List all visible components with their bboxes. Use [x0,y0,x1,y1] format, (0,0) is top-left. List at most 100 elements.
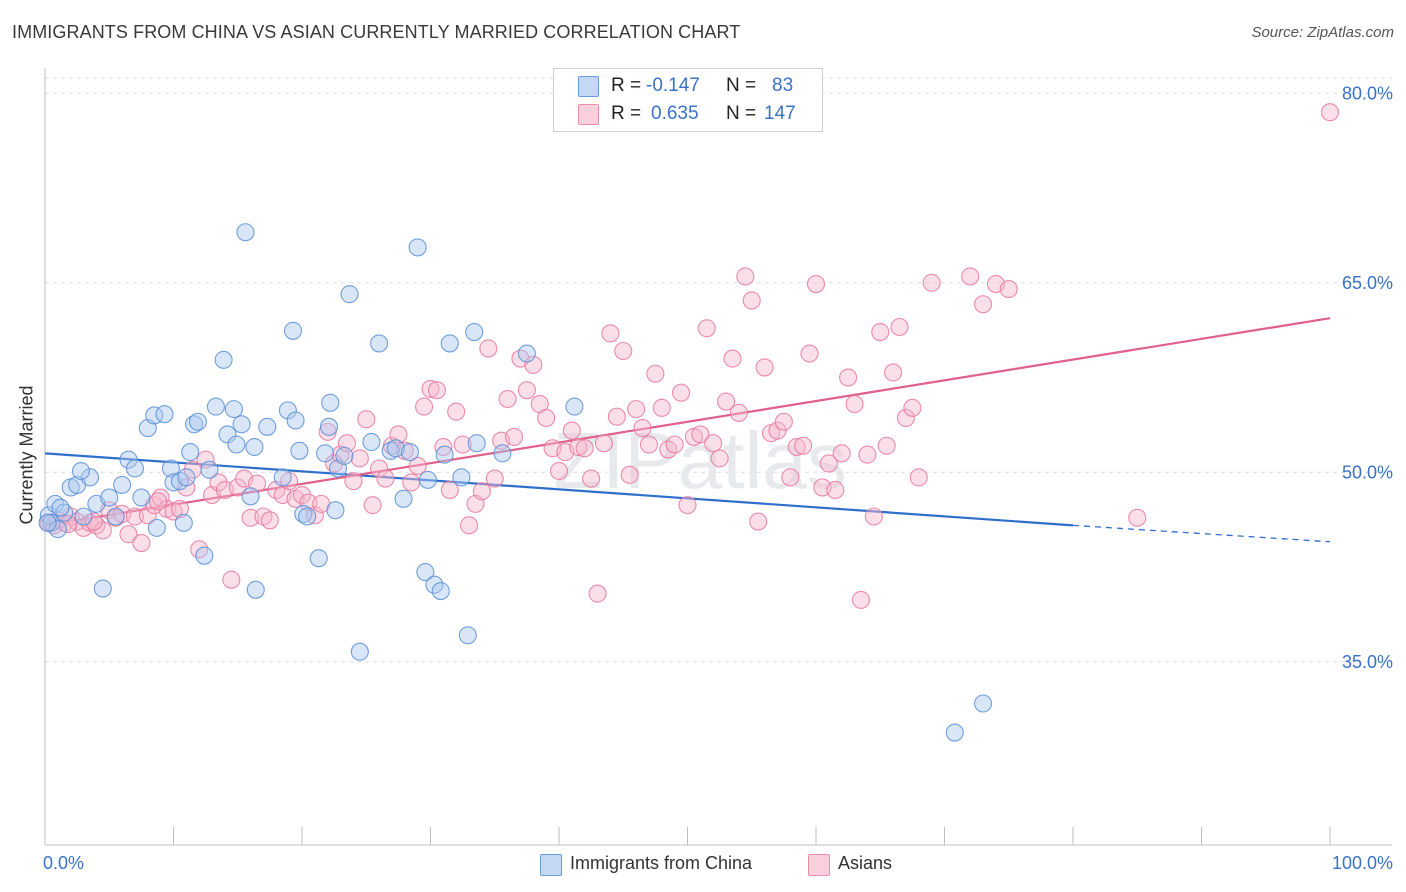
data-point [402,473,421,492]
data-point [620,465,639,484]
data-point [652,398,671,417]
y-tick-label: 50.0% [1342,462,1393,482]
data-point [174,513,193,532]
data-point [350,449,369,468]
data-point [723,349,742,368]
data-point [672,383,691,402]
data-point [877,436,896,455]
data-point [421,379,440,398]
data-point [999,280,1018,299]
data-point [787,437,806,457]
x-tick-label: 100.0% [1332,853,1393,873]
data-point [832,444,851,463]
data-point [806,274,826,294]
data-point [273,468,292,487]
data-point [427,381,446,400]
data-point [132,533,151,553]
data-point [177,468,196,487]
data-point [755,358,774,377]
data-point [100,488,119,507]
data-point [370,334,389,353]
data-point [200,460,219,479]
data-point [562,421,581,440]
data-point [582,469,601,488]
data-point [93,579,112,598]
data-point [298,507,317,526]
data-point [326,501,345,520]
data-point [845,395,864,414]
axes [44,68,1392,846]
data-point [319,417,339,436]
data-point [768,421,787,440]
data-point [344,472,363,491]
trend-line-asians [44,317,1331,527]
data-point [80,468,100,487]
data-point [440,334,459,353]
data-point [370,459,389,478]
data-point [742,291,761,310]
data-point [394,489,413,508]
legend-r-value: 0.635 [651,103,699,124]
data-point [504,427,524,446]
legend-n-value: 147 [764,103,796,124]
data-point [305,506,324,525]
data-point [435,445,454,464]
data-point [376,469,395,488]
source-label: Source: ZipAtlas.com [1251,24,1394,41]
data-point [678,496,697,515]
legend-r-label: R = [611,75,642,96]
data-point [716,392,736,411]
data-point [459,516,479,535]
data-point [246,580,265,599]
data-point [794,436,813,455]
data-point [51,498,70,517]
data-point [335,446,354,465]
data-point [113,475,132,494]
data-point [646,364,665,383]
data-point [614,341,633,361]
data-point [871,323,890,342]
data-point [181,443,200,462]
stats-legend: R = -0.147 N = 83 R = 0.635 N = 147 [553,68,823,132]
legend-n-value: 83 [772,75,794,96]
data-point [363,496,382,515]
data-point [819,454,838,473]
data-point [258,417,277,436]
data-point [851,590,871,609]
data-point [196,450,215,469]
data-point [132,488,151,507]
data-point [633,419,652,438]
legend-row-china: R = -0.147 N = 83 [554,73,822,99]
data-point [800,344,819,363]
data-point [389,425,408,444]
data-point [38,513,57,532]
legend-n-label: N = [726,103,757,124]
data-point [839,368,858,387]
data-point [119,450,138,469]
data-point [517,381,536,400]
data-point [665,435,684,454]
data-point [321,393,340,412]
data-point [884,363,903,382]
tick-labels: 35.0% 50.0% 65.0% 80.0% 0.0% 100.0% [43,83,1393,873]
data-point [447,402,466,421]
trend-line-china-extension [1072,524,1331,543]
legend-swatch-asians [808,854,830,876]
data-point [232,415,251,434]
data-point [350,642,369,661]
data-point [973,295,993,314]
data-point [84,512,103,531]
y-axis-label: Currently Married [16,385,37,525]
data-point [188,412,207,431]
data-point [498,389,517,409]
data-point [400,443,419,462]
x-tick-label: 0.0% [43,853,84,873]
data-point [961,267,980,286]
data-point [704,434,723,453]
data-point [408,456,427,476]
data-point [749,512,768,531]
data-point [362,432,381,452]
data-point [826,480,845,500]
data-point [493,444,512,463]
data-point [106,507,125,526]
